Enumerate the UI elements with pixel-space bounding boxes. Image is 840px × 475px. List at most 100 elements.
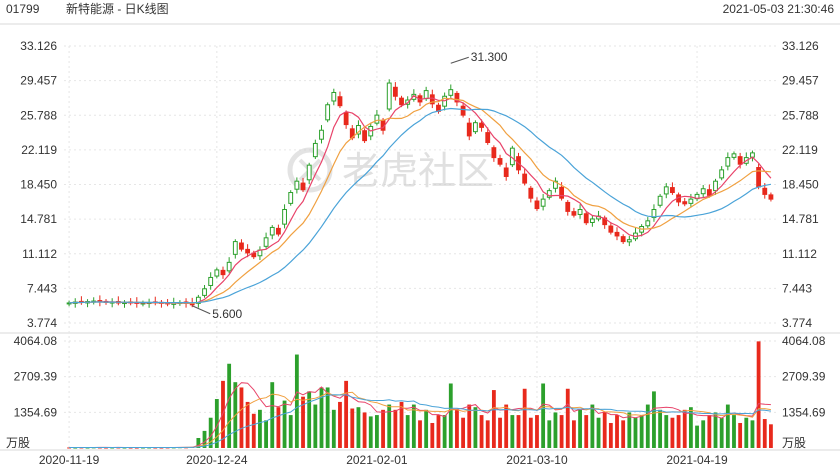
volume-unit-right: 万股 (782, 436, 806, 450)
volume-bar (602, 412, 607, 448)
volume-bar (128, 447, 133, 449)
candle-body (589, 218, 595, 223)
candle (676, 192, 681, 207)
candle (66, 300, 72, 307)
candle (688, 193, 694, 208)
volume-bar (368, 416, 373, 448)
candle (651, 204, 657, 222)
candle-body (559, 186, 565, 199)
date-tick: 2020-12-24 (186, 453, 248, 467)
candle (159, 299, 164, 308)
candle (706, 184, 712, 198)
candle (491, 145, 497, 162)
volume-bar (448, 383, 453, 448)
candle-body (737, 156, 743, 165)
candle-body (275, 227, 281, 235)
candle-body (491, 147, 497, 159)
candle (768, 192, 774, 202)
volume-bar (350, 408, 355, 448)
volume-bar (682, 409, 687, 448)
candle-body (657, 195, 663, 206)
vol-ma20-line (69, 394, 771, 448)
volume-bar (553, 412, 558, 448)
candle-body (651, 209, 657, 219)
price-tick-right: 33.126 (782, 39, 819, 53)
volume-bar (676, 415, 681, 448)
volume-bar (744, 417, 749, 448)
volume-bar (719, 417, 724, 448)
price-tick-right: 18.450 (782, 178, 819, 192)
candle-body (392, 86, 398, 97)
candle-body (454, 92, 460, 103)
candle-body (399, 97, 404, 106)
candle (614, 227, 620, 241)
price-tick-right: 22.119 (782, 143, 818, 157)
price-tick-left: 14.781 (20, 212, 57, 226)
annotations: 31.300 5.600 (192, 50, 508, 321)
candle (497, 154, 503, 167)
volume-bar (73, 447, 78, 449)
volume-bar (325, 387, 330, 448)
candle-body (325, 104, 331, 121)
candle-body (214, 269, 220, 277)
candle-body (577, 209, 583, 215)
candle-body (706, 189, 712, 196)
candle (319, 125, 324, 144)
volume-unit-left: 万股 (6, 436, 30, 450)
volume-bar (762, 419, 767, 448)
volume-bar (362, 412, 367, 448)
candle (657, 193, 663, 208)
candle-body (343, 112, 349, 126)
candle-body (448, 89, 454, 96)
candle-body (362, 130, 367, 142)
candle-body (497, 158, 503, 165)
candle-body (312, 142, 318, 158)
price-tick-right: 7.443 (782, 281, 812, 295)
price-tick-left: 18.450 (20, 178, 57, 192)
price-tick-left: 25.788 (20, 108, 57, 122)
ma5-line (69, 94, 772, 305)
volume-bar (615, 415, 619, 448)
candle-body (553, 180, 558, 189)
grid-layer (0, 23, 840, 451)
candle (214, 267, 220, 279)
candle-body (202, 288, 207, 296)
candle-body (337, 96, 343, 107)
candle (300, 177, 306, 193)
candle-body (239, 242, 244, 250)
volume-bar (239, 387, 244, 448)
annotation-leader (192, 305, 211, 315)
candle-body (300, 182, 306, 191)
candle (392, 82, 398, 101)
candle-body (725, 157, 731, 167)
candle (91, 297, 97, 305)
volume-bar (670, 417, 675, 448)
volume-bar (639, 415, 644, 448)
volume-bar (750, 420, 755, 448)
candle-body (540, 198, 546, 207)
candle-body (485, 132, 491, 144)
volume-bar (374, 415, 379, 448)
volume-bar (134, 447, 139, 449)
annotation-label: 5.600 (212, 307, 242, 321)
volume-bar (356, 407, 361, 448)
volume-bar (251, 413, 256, 448)
price-tick-right: 11.112 (782, 247, 817, 261)
volume-bar (713, 412, 718, 448)
candle-body (226, 261, 232, 272)
candle-body (713, 180, 718, 192)
volume-bar (510, 415, 515, 448)
volume-bar (159, 447, 164, 449)
volume-bar (331, 409, 336, 448)
candle-body (460, 105, 466, 116)
candle (503, 162, 509, 181)
volume-bar (344, 380, 349, 448)
candle-body (750, 152, 755, 158)
candle-body (522, 173, 528, 184)
volume-bar (313, 404, 318, 448)
candle-body (319, 129, 324, 140)
volume-bar (387, 404, 392, 448)
candle (620, 234, 626, 244)
candle-body (374, 114, 380, 124)
candle-body (263, 237, 269, 247)
